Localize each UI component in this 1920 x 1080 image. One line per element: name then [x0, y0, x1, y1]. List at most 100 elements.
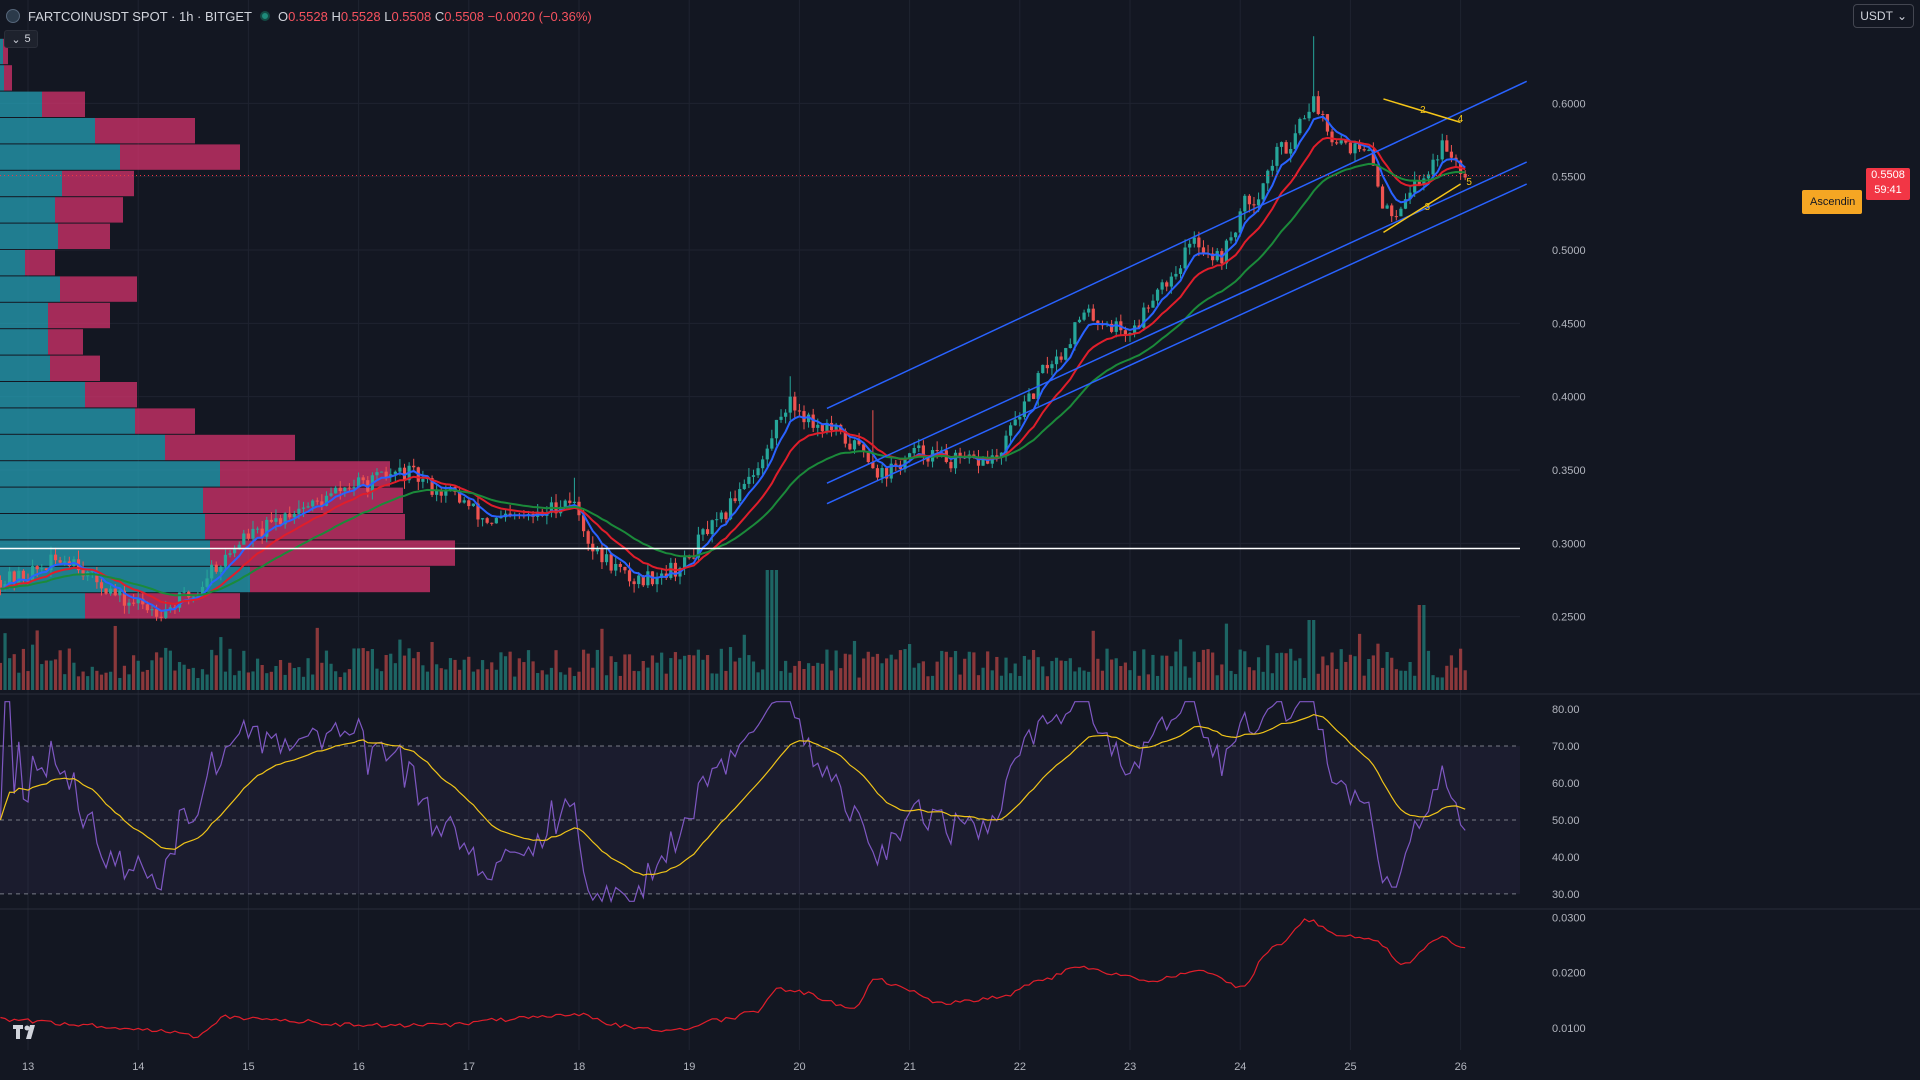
volume-bar	[554, 650, 558, 690]
candle-body	[770, 438, 774, 449]
volume-bar	[223, 671, 228, 690]
ohlc-open-key: O	[277, 8, 289, 24]
volume-bar	[370, 649, 374, 690]
volume-bar	[1036, 657, 1040, 690]
candle-body	[21, 570, 26, 581]
candle-body	[1371, 149, 1375, 166]
candle-body	[1087, 308, 1091, 313]
candle-body	[1403, 199, 1408, 209]
volume-bar	[967, 651, 971, 690]
candle-body	[958, 452, 962, 457]
symbol-title[interactable]: FARTCOINUSDT SPOT · 1h · BITGET	[28, 8, 252, 24]
volume-bar	[393, 663, 397, 690]
volume-bar	[655, 662, 659, 690]
volume-bar	[361, 648, 365, 690]
volume-bar	[1123, 662, 1128, 690]
indicators-collapse-button[interactable]: ⌄ 5	[4, 30, 38, 48]
volume-bar	[595, 649, 599, 690]
volume-bar	[205, 674, 209, 690]
pattern-label: Ascendin	[1802, 190, 1862, 214]
volume-bar	[926, 676, 930, 690]
last-price: 0.5508	[1871, 169, 1905, 181]
candle-body	[852, 440, 857, 450]
candle-body	[1399, 208, 1403, 217]
volume-bar	[1261, 671, 1265, 690]
channel-inner-line	[826, 161, 1528, 484]
candle-body	[12, 571, 16, 584]
candle-body	[122, 590, 127, 606]
volume-bar	[646, 667, 650, 690]
rsi-axis-label: 60.00	[1552, 778, 1580, 790]
volume-bar	[912, 667, 916, 690]
candle-body	[761, 459, 765, 469]
volume-bar	[35, 630, 39, 690]
candle-body	[1307, 111, 1311, 119]
volume-bar	[683, 655, 687, 690]
volume-bar	[49, 660, 53, 690]
tradingview-logo[interactable]	[12, 1022, 44, 1042]
volume-profile-up-bar	[0, 593, 85, 619]
candle-body	[609, 554, 613, 571]
candle-body	[141, 598, 145, 605]
volume-bar	[618, 675, 622, 690]
candle-body	[1068, 344, 1072, 349]
candle-body	[1344, 140, 1348, 143]
rsi-axis-label: 80.00	[1552, 704, 1580, 716]
volume-bar	[995, 656, 999, 690]
volume-bar	[972, 652, 976, 690]
chart-header: FARTCOINUSDT SPOT · 1h · BITGET O0.5528 …	[6, 6, 592, 26]
candle-body	[132, 602, 136, 604]
volume-bar	[1238, 649, 1242, 690]
candle-body	[471, 503, 475, 507]
volume-profile-down-bar	[165, 434, 295, 461]
volume-bar	[1385, 651, 1389, 690]
candle-body	[724, 512, 728, 520]
volume-bar	[109, 671, 113, 690]
candle-body	[1279, 142, 1284, 147]
volume-bar	[774, 570, 779, 690]
volume-bar	[164, 647, 168, 690]
volume-profile-down-bar	[48, 329, 83, 355]
volume-bar	[976, 675, 981, 690]
volume-bar	[150, 660, 154, 690]
candle-body	[40, 568, 44, 570]
candle-body	[976, 457, 981, 466]
candle-body	[1027, 393, 1031, 402]
pattern-point-label: 2	[1420, 105, 1426, 116]
volume-bar	[467, 656, 471, 690]
candle-body	[274, 518, 278, 522]
candle-body	[875, 468, 880, 478]
volume-bar	[848, 654, 852, 690]
volume-bar	[719, 648, 723, 690]
volume-profile-down-bar	[250, 566, 430, 593]
candle-body	[480, 518, 485, 520]
volume-bar	[214, 655, 218, 690]
volume-bar	[173, 670, 177, 690]
volume-bar	[715, 673, 719, 690]
candle-body	[251, 528, 255, 539]
volume-profile-down-bar	[55, 197, 123, 223]
price-axis-label: 0.4000	[1552, 392, 1586, 404]
volume-bar	[407, 648, 411, 690]
volume-bar	[806, 663, 811, 690]
candle-body	[1390, 205, 1394, 217]
volume-bar	[1298, 658, 1302, 690]
volume-bar	[1132, 651, 1137, 690]
volume-bar	[329, 663, 333, 690]
volume-bar	[1449, 655, 1454, 690]
candle-body	[793, 396, 797, 411]
volume-profile-up-bar	[0, 197, 55, 223]
volume-bar	[623, 654, 627, 690]
volume-bar	[1004, 657, 1008, 690]
candle-body	[843, 430, 847, 444]
volume-bar	[187, 668, 191, 690]
candle-body	[912, 448, 916, 454]
candle-body	[880, 467, 884, 478]
currency-button[interactable]: USDT ⌄	[1853, 4, 1914, 28]
volume-bar	[930, 675, 935, 690]
volume-bar	[1275, 653, 1279, 690]
volume-bar	[30, 644, 35, 690]
volume-bar	[324, 650, 329, 690]
volume-profile-up-bar	[0, 540, 210, 566]
